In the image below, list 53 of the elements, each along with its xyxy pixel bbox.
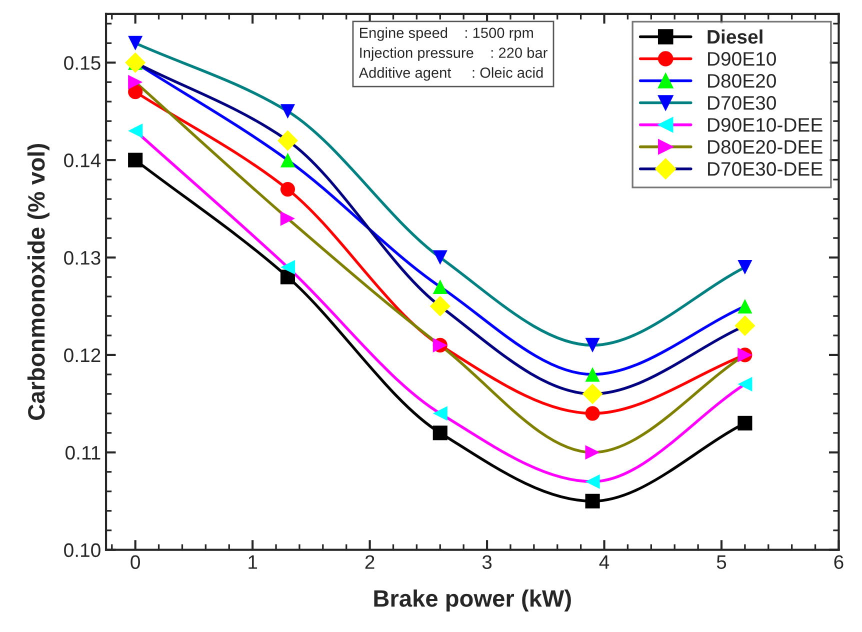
- annotation: Additive agent : Oleic acid: [358, 67, 543, 81]
- y-tick-label: 0.12: [64, 348, 100, 362]
- x-tick-label: 6: [834, 555, 844, 569]
- y-tick-label: 0.10: [64, 543, 100, 558]
- point: [277, 130, 298, 151]
- legend-label: D90E10-DEE: [708, 118, 822, 132]
- point: [738, 260, 752, 275]
- point: [280, 211, 296, 226]
- point: [280, 152, 296, 168]
- point: [738, 376, 752, 392]
- point: [432, 279, 448, 294]
- point: [738, 416, 752, 430]
- x-tick-label: 0: [130, 555, 140, 569]
- annotation: Engine speed : 1500 rpm: [360, 27, 533, 41]
- point: [585, 445, 600, 460]
- point: [582, 384, 603, 404]
- point: [738, 298, 752, 314]
- point: [585, 367, 600, 382]
- point: [734, 315, 756, 336]
- point: [432, 406, 448, 421]
- point: [585, 494, 600, 508]
- x-tick-label: 1: [248, 555, 258, 569]
- point: [430, 296, 450, 317]
- point: [585, 474, 600, 489]
- y-tick-label: 0.14: [64, 154, 101, 168]
- point: [128, 36, 143, 50]
- point: [280, 260, 296, 275]
- y-tick-label: 0.13: [64, 250, 100, 265]
- legend-label: D70E30: [708, 96, 776, 110]
- point: [585, 406, 600, 421]
- point: [128, 124, 143, 138]
- x-tick-label: 5: [716, 555, 726, 569]
- annotation: Injection pressure : 220 bar: [360, 47, 548, 61]
- legend-label: D80E20: [708, 74, 776, 88]
- legend-label: Diesel: [708, 29, 762, 44]
- x-axis-title: Brake power (kW): [374, 589, 571, 612]
- legend-label: D80E20-DEE: [708, 140, 822, 154]
- x-tick-label: 3: [482, 555, 492, 569]
- point: [432, 250, 448, 265]
- point: [128, 84, 143, 100]
- x-tick-label: 4: [599, 555, 610, 569]
- x-tick-label: 2: [365, 555, 374, 569]
- point: [128, 152, 143, 168]
- point: [432, 426, 448, 440]
- y-tick-label: 0.11: [66, 446, 100, 460]
- y-axis-title: Carbonmonoxide (% vol): [27, 144, 50, 420]
- point: [585, 338, 600, 352]
- y-tick-label: 0.15: [64, 56, 100, 70]
- point: [280, 104, 296, 119]
- legend-label: D70E30-DEE: [708, 162, 822, 176]
- point: [280, 182, 296, 197]
- legend-label: D90E10: [708, 52, 776, 66]
- point: [128, 74, 143, 90]
